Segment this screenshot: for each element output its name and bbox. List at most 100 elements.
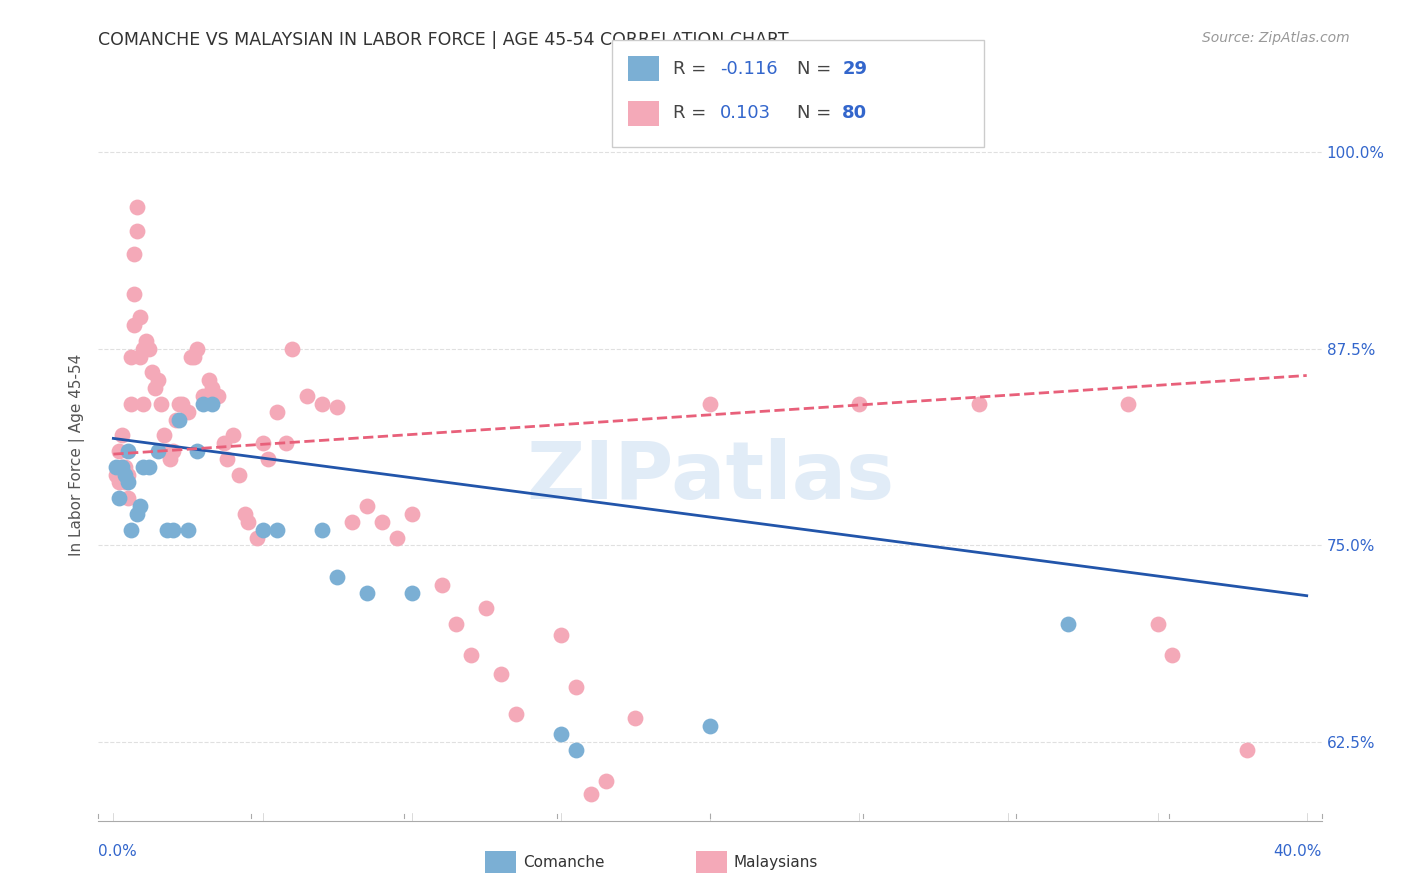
- Point: [135, 334, 157, 348]
- Point: [132, 342, 155, 356]
- Point: [162, 523, 184, 537]
- Point: [198, 373, 221, 387]
- Point: [266, 523, 288, 537]
- Text: 40.0%: 40.0%: [1274, 845, 1322, 859]
- Point: [170, 397, 193, 411]
- Point: [120, 397, 142, 411]
- Point: [122, 247, 145, 261]
- Point: [191, 397, 214, 411]
- Point: [150, 397, 173, 411]
- Point: [699, 397, 721, 411]
- Point: [595, 774, 617, 789]
- Y-axis label: In Labor Force | Age 45-54: In Labor Force | Age 45-54: [69, 354, 86, 556]
- Point: [143, 381, 166, 395]
- Text: Source: ZipAtlas.com: Source: ZipAtlas.com: [1202, 31, 1350, 45]
- Point: [129, 350, 152, 364]
- Point: [1236, 743, 1258, 757]
- Point: [117, 475, 139, 490]
- Point: [401, 585, 423, 599]
- Point: [565, 743, 588, 757]
- Point: [1116, 397, 1139, 411]
- Point: [236, 515, 259, 529]
- Point: [138, 459, 160, 474]
- Point: [132, 397, 155, 411]
- Point: [550, 727, 572, 741]
- Point: [180, 350, 202, 364]
- Point: [475, 601, 498, 615]
- Point: [401, 507, 423, 521]
- Point: [565, 680, 588, 694]
- Text: R =: R =: [673, 60, 713, 78]
- Point: [215, 451, 238, 466]
- Text: ZIPatlas: ZIPatlas: [526, 438, 894, 516]
- Point: [550, 628, 572, 642]
- Point: [311, 523, 333, 537]
- Point: [167, 397, 190, 411]
- Point: [257, 451, 280, 466]
- Point: [156, 523, 179, 537]
- Point: [212, 436, 235, 450]
- Point: [127, 200, 149, 214]
- Point: [191, 389, 214, 403]
- Text: Comanche: Comanche: [523, 855, 605, 870]
- Point: [167, 412, 190, 426]
- Point: [326, 570, 349, 584]
- Point: [204, 389, 226, 403]
- Point: [252, 436, 274, 450]
- Point: [221, 428, 243, 442]
- Point: [1146, 617, 1168, 632]
- Point: [162, 444, 184, 458]
- Point: [177, 523, 200, 537]
- Point: [967, 397, 990, 411]
- Point: [201, 381, 224, 395]
- Point: [114, 459, 136, 474]
- Point: [105, 467, 128, 482]
- Point: [132, 459, 155, 474]
- Point: [111, 459, 134, 474]
- Point: [105, 459, 128, 474]
- Point: [245, 531, 267, 545]
- Point: [505, 706, 527, 721]
- Point: [120, 350, 142, 364]
- Point: [111, 459, 134, 474]
- Point: [117, 467, 139, 482]
- Point: [276, 436, 298, 450]
- Point: [146, 373, 169, 387]
- Point: [177, 405, 200, 419]
- Point: [326, 400, 349, 414]
- Point: [430, 577, 453, 591]
- Point: [297, 389, 319, 403]
- Point: [120, 523, 142, 537]
- Point: [186, 444, 208, 458]
- Point: [624, 711, 647, 725]
- Point: [122, 286, 145, 301]
- Text: 80: 80: [842, 104, 868, 122]
- Text: Malaysians: Malaysians: [734, 855, 818, 870]
- Point: [108, 475, 131, 490]
- Point: [460, 648, 482, 663]
- Point: [159, 451, 181, 466]
- Point: [311, 397, 333, 411]
- Point: [165, 412, 187, 426]
- Point: [201, 397, 224, 411]
- Text: N =: N =: [797, 104, 837, 122]
- Point: [489, 667, 512, 681]
- Point: [281, 342, 304, 356]
- Text: -0.116: -0.116: [720, 60, 778, 78]
- Point: [186, 342, 208, 356]
- Text: N =: N =: [797, 60, 837, 78]
- Text: COMANCHE VS MALAYSIAN IN LABOR FORCE | AGE 45-54 CORRELATION CHART: COMANCHE VS MALAYSIAN IN LABOR FORCE | A…: [98, 31, 789, 49]
- Point: [108, 444, 131, 458]
- Point: [252, 523, 274, 537]
- Point: [340, 515, 363, 529]
- Point: [146, 444, 169, 458]
- Point: [1057, 617, 1080, 632]
- Text: 29: 29: [842, 60, 868, 78]
- Point: [117, 444, 139, 458]
- Point: [114, 467, 136, 482]
- Point: [108, 491, 131, 505]
- Point: [848, 397, 870, 411]
- Point: [356, 499, 378, 513]
- Point: [446, 617, 468, 632]
- Point: [371, 515, 394, 529]
